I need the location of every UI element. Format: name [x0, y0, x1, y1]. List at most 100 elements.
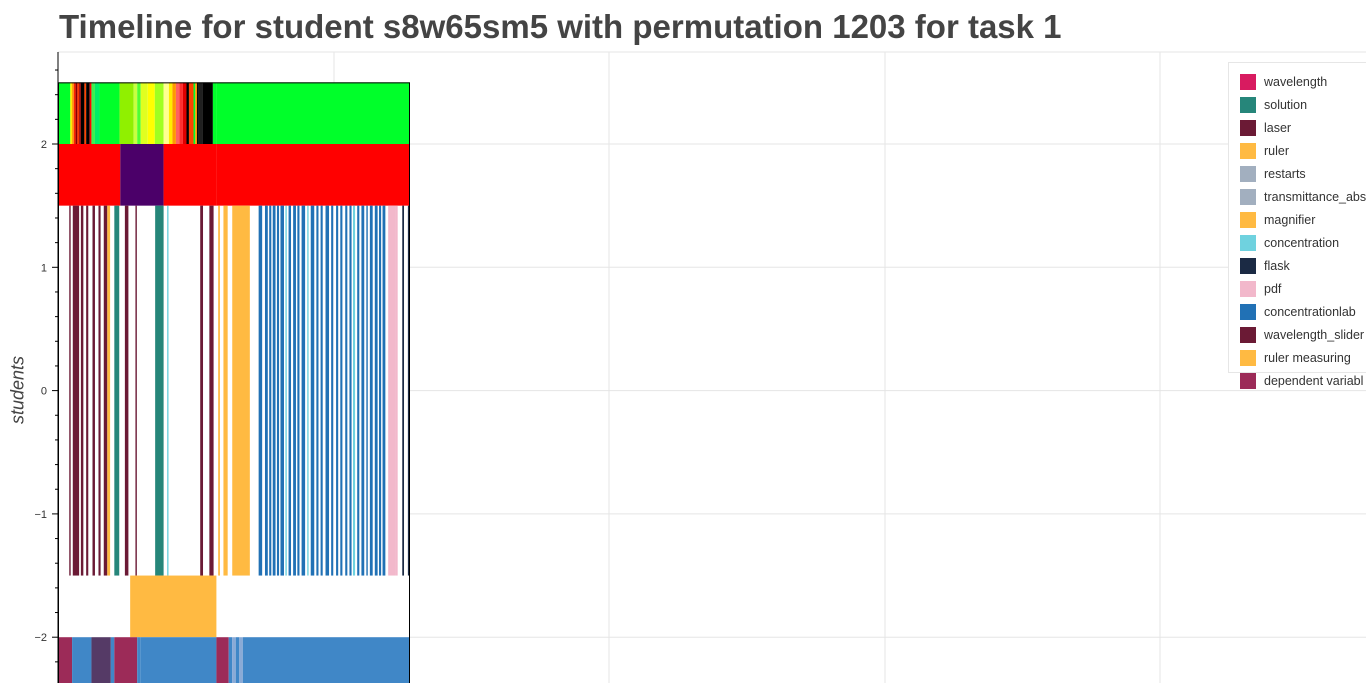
segment-row2-2: [80, 205, 84, 576]
segment-row0-6: [79, 82, 81, 144]
segment-row3-0: [130, 575, 217, 638]
segment-row2-45: [379, 205, 382, 576]
segment-row2-49: [402, 205, 405, 576]
segment-row2-18: [258, 205, 263, 576]
segment-row0-16: [137, 82, 141, 144]
segment-row2-6: [103, 205, 108, 576]
legend-label: ruler measuring: [1264, 351, 1351, 365]
segment-row0-5: [77, 82, 80, 144]
y-tick-label-1: 1: [41, 262, 47, 274]
segment-row0-1: [70, 82, 73, 144]
segment-row0-15: [133, 82, 138, 144]
legend-label: dependent variabl: [1264, 374, 1364, 388]
segment-row2-11: [155, 205, 164, 576]
segment-row2-43: [369, 205, 373, 576]
segment-row4-6: [140, 637, 217, 683]
legend-label: concentration: [1264, 236, 1340, 250]
segment-row1-2: [163, 144, 217, 206]
segment-row1-1: [120, 144, 164, 206]
segment-row0-20: [163, 82, 169, 144]
legend-swatch: [1240, 304, 1256, 320]
legend-item[interactable]: pdf: [1240, 280, 1281, 298]
segment-row2-5: [98, 205, 101, 576]
segment-row0-24: [179, 82, 183, 144]
legend-swatch: [1240, 143, 1256, 159]
legend-swatch: [1240, 120, 1256, 136]
segment-row2-22: [276, 205, 280, 576]
segment-row0-12: [94, 82, 100, 144]
legend-item[interactable]: restarts: [1240, 165, 1306, 183]
segment-row0-0: [58, 82, 71, 144]
segment-row2-23: [280, 205, 284, 576]
legend-swatch: [1240, 74, 1256, 90]
segment-row0-28: [193, 82, 196, 144]
legend-item[interactable]: concentrationlab: [1240, 303, 1356, 321]
segment-row0-21: [168, 82, 173, 144]
legend-item[interactable]: flask: [1240, 257, 1290, 275]
legend-swatch: [1240, 350, 1256, 366]
segment-row2-38: [349, 205, 352, 576]
segment-row2-41: [361, 205, 365, 576]
legend-label: pdf: [1264, 282, 1282, 296]
segment-row0-9: [86, 82, 90, 144]
segment-row2-13: [200, 205, 204, 576]
legend-label: magnifier: [1264, 213, 1316, 227]
segment-row0-2: [72, 82, 74, 144]
legend-item[interactable]: ruler measuring: [1240, 349, 1351, 367]
segment-row2-34: [331, 205, 334, 576]
segment-row2-15: [218, 205, 220, 576]
timeline-segments: [58, 82, 410, 683]
segment-row0-3: [73, 82, 76, 144]
legend-item[interactable]: wavelength_slider: [1240, 326, 1364, 344]
segment-row2-31: [316, 205, 319, 576]
segment-row0-13: [99, 82, 120, 144]
legend-swatch: [1240, 166, 1256, 182]
segment-row4-11: [239, 637, 243, 683]
segment-row0-23: [175, 82, 180, 144]
legend-label: laser: [1264, 121, 1292, 135]
legend-item[interactable]: solution: [1240, 96, 1307, 114]
segment-row0-10: [89, 82, 92, 144]
legend-item[interactable]: concentration: [1240, 234, 1339, 252]
legend-item[interactable]: ruler: [1240, 142, 1289, 160]
legend-item[interactable]: dependent variabl: [1240, 372, 1363, 390]
legend-label: flask: [1264, 259, 1290, 273]
legend-label: ruler: [1264, 144, 1290, 158]
y-tick-label-3: −1: [34, 509, 47, 521]
legend-item[interactable]: transmittance_abs: [1240, 188, 1366, 206]
segment-row0-18: [147, 82, 155, 144]
segment-row0-29: [195, 82, 198, 144]
segment-row0-30: [197, 82, 199, 144]
segment-row4-3: [110, 637, 115, 683]
legend-swatch: [1240, 281, 1256, 297]
segment-row0-26: [186, 82, 189, 144]
segment-row4-4: [114, 637, 138, 683]
segment-row0-25: [182, 82, 187, 144]
segment-row1-3: [216, 144, 410, 206]
axes: 2 1 0 −1 −2: [34, 52, 59, 683]
segment-row0-11: [91, 82, 95, 144]
segment-row2-1: [72, 205, 80, 576]
legend-label: transmittance_abs: [1264, 190, 1366, 204]
segment-row2-42: [366, 205, 368, 576]
segment-row2-39: [352, 205, 356, 576]
segment-row4-1: [72, 637, 92, 683]
legend-item[interactable]: laser: [1240, 119, 1291, 137]
y-tick-label-2: 0: [41, 386, 47, 398]
segment-row2-33: [325, 205, 330, 576]
segment-row2-35: [336, 205, 339, 576]
segment-row2-12: [167, 205, 169, 576]
legend-swatch: [1240, 235, 1256, 251]
legend-item[interactable]: wavelength: [1240, 73, 1327, 91]
segment-row2-36: [340, 205, 343, 576]
segment-row0-4: [75, 82, 78, 144]
legend-item[interactable]: magnifier: [1240, 211, 1315, 229]
legend-swatch: [1240, 258, 1256, 274]
segment-row0-14: [119, 82, 134, 144]
segment-row2-28: [301, 205, 306, 576]
segment-row2-10: [135, 205, 137, 576]
segment-row2-20: [269, 205, 272, 576]
segment-row2-17: [232, 205, 250, 576]
segment-row0-17: [140, 82, 148, 144]
segment-row0-34: [216, 82, 410, 144]
